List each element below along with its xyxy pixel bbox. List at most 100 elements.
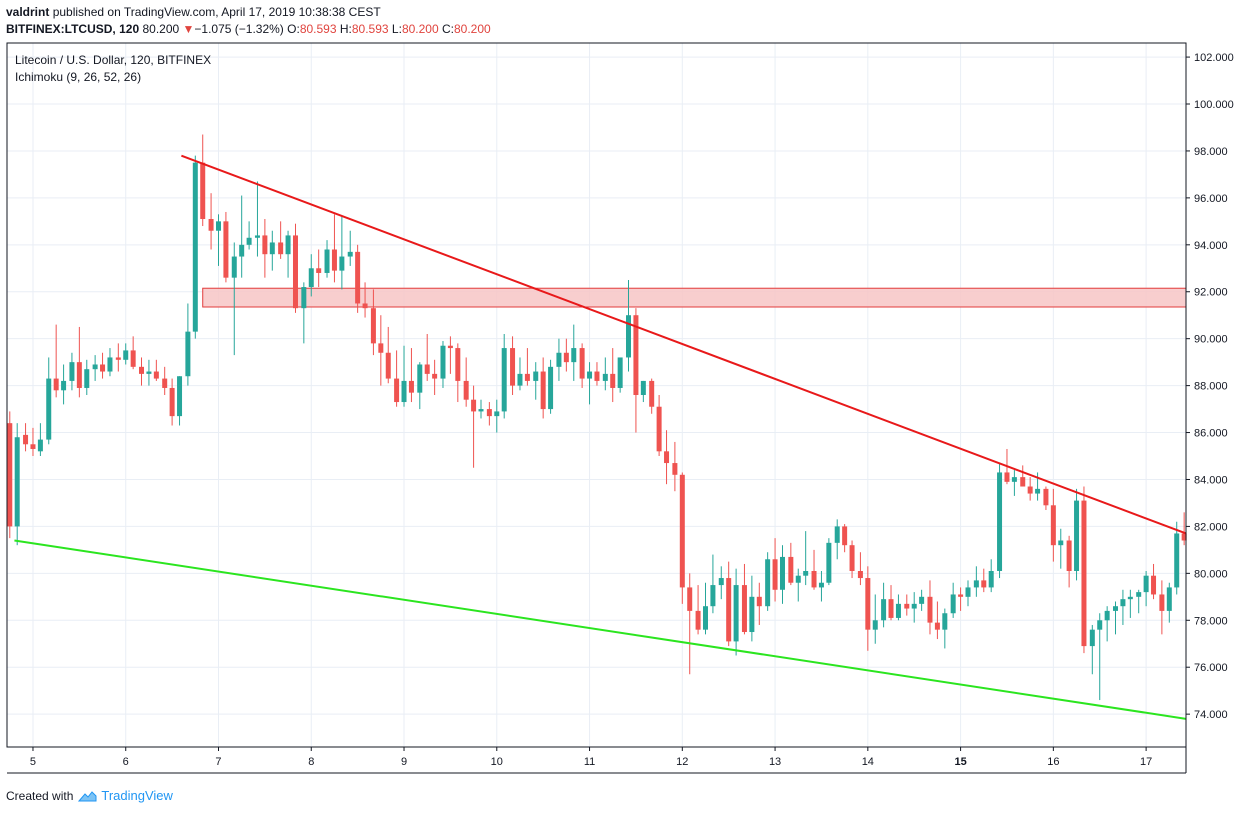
candle xyxy=(779,545,785,604)
candle xyxy=(308,254,314,297)
candle xyxy=(215,214,221,266)
candle-body xyxy=(765,559,771,607)
candle xyxy=(440,341,446,388)
candle xyxy=(146,359,152,386)
support-trendline xyxy=(14,539,1187,720)
candle-body xyxy=(718,578,724,586)
zone-layer xyxy=(202,287,1187,308)
candle-body xyxy=(185,331,191,377)
candle xyxy=(84,359,90,395)
x-tick-label: 10 xyxy=(491,756,503,768)
x-axis[interactable]: 5 6 7 8 9 10 11 12 13 14 15 16 17 xyxy=(30,747,1152,768)
candle xyxy=(208,193,214,250)
candle-body xyxy=(1143,575,1149,593)
candle xyxy=(587,362,593,405)
candle-body xyxy=(23,434,29,445)
candle-body xyxy=(726,578,732,642)
candle-body xyxy=(1151,575,1157,595)
candle xyxy=(331,214,337,283)
candle xyxy=(695,585,701,635)
candle-body xyxy=(919,596,925,604)
candle-body xyxy=(1074,500,1080,571)
candle-body xyxy=(556,352,562,367)
candle xyxy=(324,240,330,278)
candle xyxy=(965,580,971,607)
candle-body xyxy=(223,221,229,278)
candle xyxy=(533,362,539,400)
candle xyxy=(494,399,500,433)
candle-body xyxy=(394,378,400,403)
x-tick-label: 9 xyxy=(401,756,407,768)
y-axis[interactable]: 74.000 76.000 78.000 80.000 82.000 84.000 86.0… xyxy=(1186,52,1234,721)
candle xyxy=(602,357,608,391)
candle-body xyxy=(1020,477,1026,487)
candle-body xyxy=(788,556,794,583)
candle xyxy=(278,221,284,259)
candle xyxy=(1089,624,1095,675)
candle-body xyxy=(146,371,152,374)
candle-body xyxy=(14,437,20,527)
candle-body xyxy=(339,256,345,271)
candle-body xyxy=(208,219,214,231)
candle xyxy=(100,352,106,379)
candle xyxy=(455,343,461,403)
candle xyxy=(803,531,809,586)
y-tick-label: 98.000 xyxy=(1194,146,1228,158)
x-tick-label: 14 xyxy=(862,756,874,768)
candle-body xyxy=(100,364,106,372)
x-tick-label: 17 xyxy=(1140,756,1152,768)
candle xyxy=(1143,571,1149,607)
candle-body xyxy=(626,315,632,358)
candle-body xyxy=(733,585,739,642)
candle-body xyxy=(355,251,361,304)
candle xyxy=(463,357,469,407)
candle xyxy=(1097,613,1103,701)
legend-indicator[interactable]: Ichimoku (9, 26, 52, 26) xyxy=(15,70,141,84)
candle xyxy=(942,608,948,649)
candle xyxy=(679,472,685,604)
candle-body xyxy=(440,345,446,379)
candle xyxy=(640,380,646,403)
candle-body xyxy=(84,369,90,388)
candle xyxy=(471,385,477,468)
candle-body xyxy=(617,357,623,388)
legend-title: Litecoin / U.S. Dollar, 120, BITFINEX xyxy=(15,53,211,67)
candle-body xyxy=(571,348,577,363)
x-tick-label: 16 xyxy=(1047,756,1059,768)
candle-body xyxy=(1081,500,1087,647)
candle xyxy=(788,542,794,586)
candle-body xyxy=(7,423,13,527)
author-name[interactable]: valdrint xyxy=(6,5,50,19)
candle xyxy=(417,362,423,410)
candle-body xyxy=(455,348,461,381)
candle-body xyxy=(695,610,701,630)
candle-body xyxy=(331,249,337,271)
candle xyxy=(672,441,678,492)
candle xyxy=(1174,521,1180,595)
candle-body xyxy=(1043,488,1049,506)
candle xyxy=(1066,535,1072,588)
candle xyxy=(1127,589,1133,618)
y-tick-label: 82.000 xyxy=(1194,521,1228,533)
candle-body xyxy=(1166,587,1172,611)
candle-body xyxy=(1058,540,1064,546)
y-tick-label: 94.000 xyxy=(1194,240,1228,252)
candle xyxy=(1166,582,1172,623)
candles xyxy=(7,134,1187,701)
candle-body xyxy=(385,352,391,379)
candle xyxy=(394,350,400,407)
candle xyxy=(981,568,987,593)
tradingview-link[interactable]: TradingView xyxy=(101,788,173,803)
candle xyxy=(177,376,183,426)
candle-body xyxy=(200,162,206,219)
candle-body xyxy=(818,582,824,588)
candle-body xyxy=(316,268,322,273)
ohlc-low-label: L: xyxy=(391,22,402,36)
candle-body xyxy=(177,376,183,417)
symbol-name: BITFINEX:LTCUSD, 120 xyxy=(6,22,140,36)
candle-body xyxy=(672,463,678,475)
candle-body xyxy=(169,387,175,417)
trendlines xyxy=(14,154,1187,720)
candle xyxy=(795,568,801,602)
